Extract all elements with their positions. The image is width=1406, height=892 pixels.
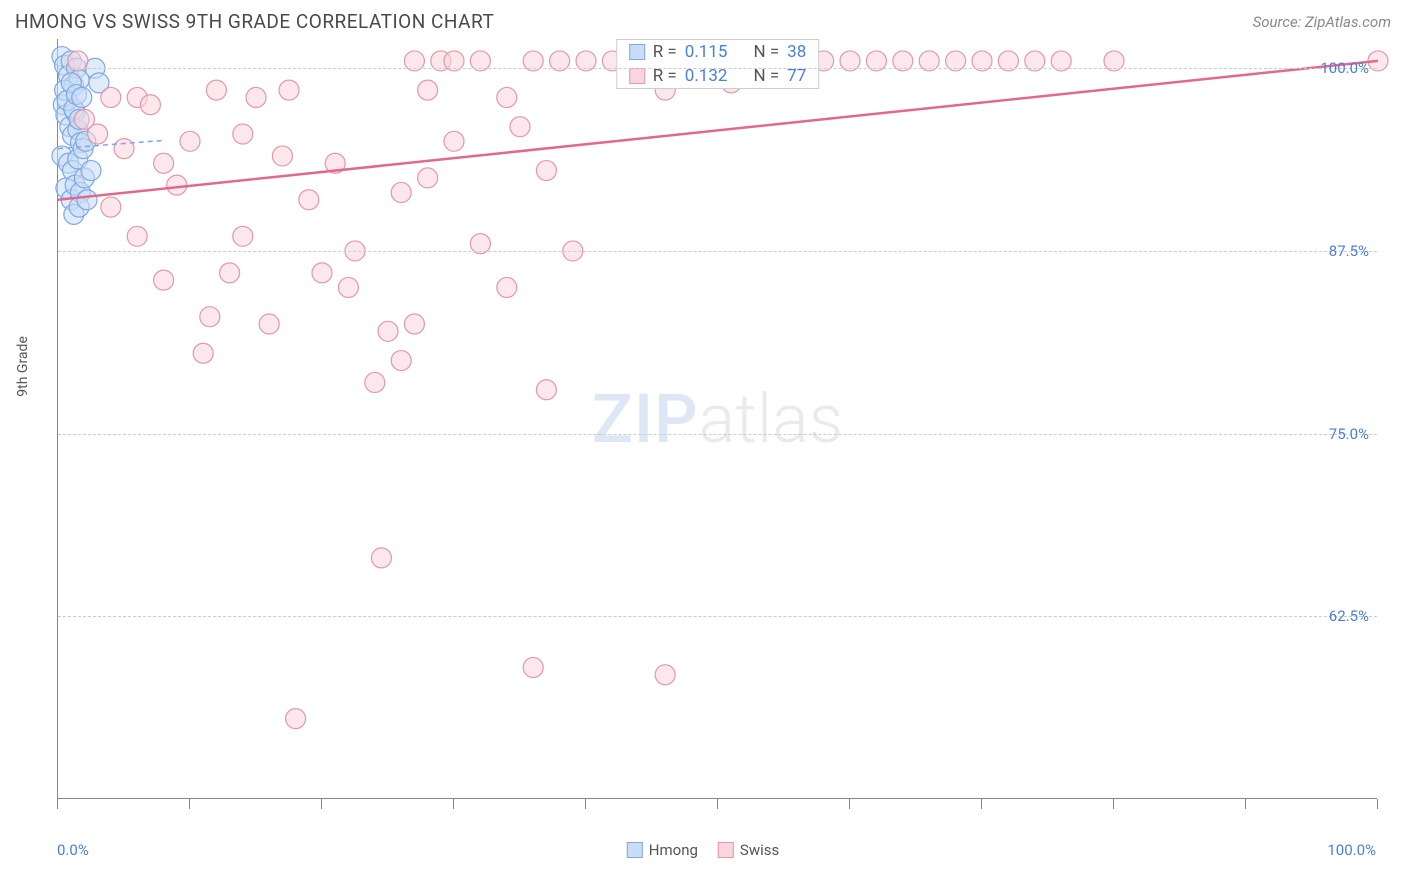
- y-axis-title: 9th Grade: [15, 336, 31, 397]
- swiss-point: [154, 270, 174, 290]
- x-tick: [1113, 799, 1114, 809]
- swiss-point: [127, 226, 147, 246]
- x-tick: [321, 799, 322, 809]
- hmong-point: [77, 190, 97, 210]
- n-value-hmong: 38: [787, 42, 806, 62]
- y-tick-label: 62.5%: [1329, 607, 1369, 625]
- swiss-point: [312, 263, 332, 283]
- swiss-point: [193, 343, 213, 363]
- r-label: R =: [653, 42, 677, 62]
- swiss-point: [272, 146, 292, 166]
- legend-label-swiss: Swiss: [740, 841, 779, 859]
- y-tick-label: 100.0%: [1320, 59, 1369, 77]
- n-label: N =: [753, 42, 779, 62]
- gridline-h: [58, 68, 1377, 69]
- stats-swatch-hmong: [629, 44, 645, 60]
- swiss-point: [279, 80, 299, 100]
- legend-label-hmong: Hmong: [649, 841, 698, 859]
- swiss-point: [246, 87, 266, 107]
- swiss-point: [220, 263, 240, 283]
- swiss-point: [536, 161, 556, 181]
- gridline-h: [58, 434, 1377, 435]
- swiss-point: [365, 372, 385, 392]
- plot-area: ZIPatlas R = 0.115 N = 38 R = 0.132 N = …: [57, 39, 1377, 799]
- swiss-point: [233, 226, 253, 246]
- x-tick: [453, 799, 454, 809]
- x-tick: [717, 799, 718, 809]
- swiss-point: [338, 277, 358, 297]
- gridline-h: [58, 251, 1377, 252]
- swiss-point: [418, 80, 438, 100]
- x-axis-max-label: 100.0%: [1327, 841, 1376, 859]
- hmong-point: [81, 161, 101, 181]
- swiss-point: [391, 351, 411, 371]
- swiss-point: [378, 321, 398, 341]
- swiss-point: [140, 95, 160, 115]
- swiss-point: [200, 307, 220, 327]
- swiss-point: [88, 124, 108, 144]
- legend-item-hmong: Hmong: [627, 841, 698, 859]
- x-tick: [1245, 799, 1246, 809]
- swiss-point: [154, 153, 174, 173]
- swiss-point: [444, 131, 464, 151]
- swiss-point: [101, 87, 121, 107]
- swiss-point: [299, 190, 319, 210]
- source-label: Source: ZipAtlas.com: [1253, 13, 1391, 31]
- x-tick: [1377, 799, 1378, 809]
- swiss-point: [114, 139, 134, 159]
- swiss-point: [286, 709, 306, 729]
- y-tick-label: 87.5%: [1329, 242, 1369, 260]
- swiss-point: [180, 131, 200, 151]
- swiss-point: [404, 314, 424, 334]
- r-value-hmong: 0.115: [685, 42, 728, 62]
- swiss-point: [510, 117, 530, 137]
- stats-swatch-swiss: [629, 68, 645, 84]
- swiss-point: [167, 175, 187, 195]
- swiss-point: [371, 548, 391, 568]
- y-tick-label: 75.0%: [1329, 425, 1369, 443]
- swiss-point: [206, 80, 226, 100]
- legend-item-swiss: Swiss: [718, 841, 779, 859]
- swiss-point: [391, 182, 411, 202]
- swiss-point: [523, 657, 543, 677]
- scatter-svg: [58, 39, 1377, 798]
- chart-title: HMONG VS SWISS 9TH GRADE CORRELATION CHA…: [15, 10, 494, 33]
- swiss-point: [497, 277, 517, 297]
- stats-row-hmong: R = 0.115 N = 38: [617, 40, 819, 64]
- swiss-point: [655, 665, 675, 685]
- swiss-point: [536, 380, 556, 400]
- x-tick: [981, 799, 982, 809]
- swiss-point: [233, 124, 253, 144]
- x-tick: [57, 799, 58, 809]
- swiss-point: [497, 87, 517, 107]
- swiss-point: [418, 168, 438, 188]
- chart-header: HMONG VS SWISS 9TH GRADE CORRELATION CHA…: [15, 10, 1391, 33]
- x-tick: [849, 799, 850, 809]
- x-tick: [189, 799, 190, 809]
- swiss-point: [259, 314, 279, 334]
- x-tick: [585, 799, 586, 809]
- chart-container: 9th Grade ZIPatlas R = 0.115 N = 38 R = …: [15, 39, 1391, 869]
- legend-swatch-swiss: [718, 842, 734, 858]
- gridline-h: [58, 616, 1377, 617]
- stats-box: R = 0.115 N = 38 R = 0.132 N = 77: [616, 39, 820, 89]
- swiss-point: [101, 197, 121, 217]
- x-axis-min-label: 0.0%: [57, 841, 89, 859]
- legend-swatch-hmong: [627, 842, 643, 858]
- hmong-point: [72, 87, 92, 107]
- legend: Hmong Swiss: [627, 841, 779, 859]
